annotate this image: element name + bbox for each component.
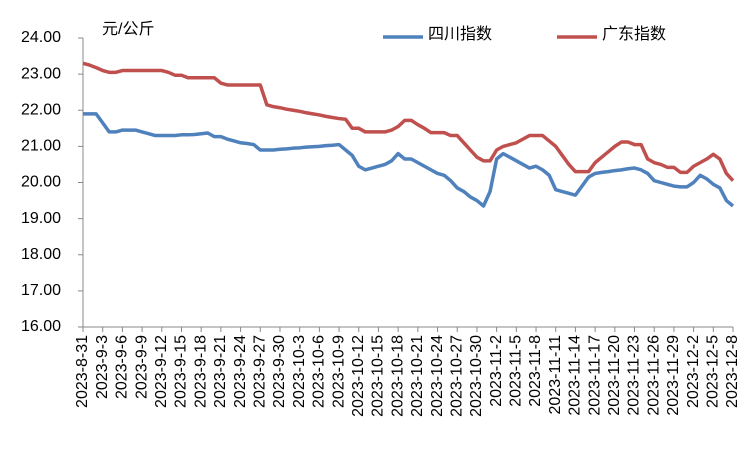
x-tick-label: 2023-10-18 <box>389 335 406 417</box>
x-tick-label: 2023-8-31 <box>74 335 91 408</box>
x-tick-label: 2023-10-12 <box>350 335 367 417</box>
series-line <box>83 112 735 208</box>
x-tick-label: 2023-10-24 <box>429 335 446 417</box>
y-tick-label: 24.00 <box>21 29 61 46</box>
y-axis-unit: 元/公斤 <box>102 20 154 38</box>
y-tick-label: 17.00 <box>21 282 61 299</box>
y-tick-label: 21.00 <box>21 138 61 155</box>
x-tick-label: 2023-12-2 <box>685 335 702 408</box>
x-tick-label: 2023-9-6 <box>114 335 131 399</box>
x-tick-label: 2023-10-27 <box>448 335 465 417</box>
x-tick-label: 2023-11-23 <box>626 335 643 416</box>
x-tick-label: 2023-9-15 <box>173 335 190 408</box>
x-tick-label: 2023-9-9 <box>133 335 150 399</box>
x-tick-label: 2023-11-26 <box>645 335 662 416</box>
x-tick-label: 2023-11-29 <box>665 335 682 416</box>
x-tick-label: 2023-9-27 <box>251 335 268 408</box>
x-tick-label: 2023-10-6 <box>311 335 328 408</box>
x-tick-label: 2023-11-20 <box>606 335 623 416</box>
x-tick-label: 2023-11-8 <box>527 335 544 407</box>
x-tick-label: 2023-11-2 <box>488 335 505 407</box>
y-tick-label: 18.00 <box>21 246 61 263</box>
y-tick-label: 22.00 <box>21 101 61 118</box>
legend-label: 四川指数 <box>428 25 492 43</box>
y-tick-label: 19.00 <box>21 210 61 227</box>
series-line <box>82 61 735 182</box>
x-tick-label: 2023-11-11 <box>547 335 564 415</box>
y-tick-label: 16.00 <box>21 318 61 335</box>
y-tick-label: 23.00 <box>21 65 61 82</box>
x-tick-label: 2023-10-15 <box>370 335 387 417</box>
x-tick-label: 2023-11-17 <box>586 335 603 416</box>
x-tick-label: 2023-9-18 <box>192 335 209 408</box>
x-tick-label: 2023-9-30 <box>271 335 288 408</box>
x-tick-label: 2023-9-21 <box>212 335 229 408</box>
legend-label: 广东指数 <box>602 25 666 43</box>
x-tick-label: 2023-9-12 <box>153 335 170 408</box>
x-tick-label: 2023-10-21 <box>409 335 426 417</box>
x-tick-label: 2023-9-24 <box>232 335 249 408</box>
x-tick-label: 2023-11-5 <box>508 335 525 407</box>
x-tick-label: 2023-11-14 <box>567 335 584 416</box>
x-tick-label: 2023-10-9 <box>330 335 347 408</box>
y-tick-label: 20.00 <box>21 174 61 191</box>
x-tick-label: 2023-12-8 <box>724 335 741 408</box>
x-tick-label: 2023-10-3 <box>291 335 308 408</box>
x-tick-label: 2023-9-3 <box>94 335 111 399</box>
x-tick-label: 2023-10-30 <box>468 335 485 417</box>
x-tick-label: 2023-12-5 <box>705 335 722 408</box>
